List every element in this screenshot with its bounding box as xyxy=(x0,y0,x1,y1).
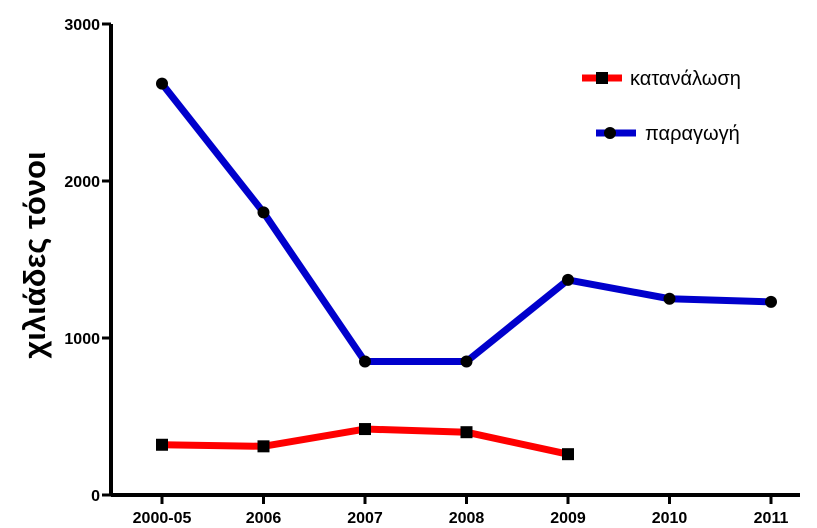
data-point xyxy=(257,206,270,219)
legend-marker xyxy=(604,127,616,139)
data-point xyxy=(460,426,473,439)
x-tick-label: 2008 xyxy=(449,510,485,527)
legend: κατανάλωση παραγωγή xyxy=(582,68,741,145)
data-point xyxy=(359,423,371,436)
data-point xyxy=(765,295,777,308)
legend-label: κατανάλωση xyxy=(630,68,741,90)
x-ticks: 2000-05 2006 2007 2008 2009 2010 2011 xyxy=(133,495,789,527)
legend-marker xyxy=(596,72,608,84)
y-tick-label: 3000 xyxy=(64,17,100,34)
series-2 xyxy=(156,77,777,368)
series xyxy=(156,77,777,461)
data-point xyxy=(663,292,676,305)
series-1 xyxy=(156,423,574,461)
y-ticks: 0 1000 2000 3000 xyxy=(64,17,111,505)
y-axis-label: χιλιάδες τόνοι xyxy=(17,151,52,358)
x-tick-label: 2000-05 xyxy=(133,510,192,527)
legend-item: παραγωγή xyxy=(596,123,740,145)
data-point xyxy=(460,355,473,368)
legend-label: παραγωγή xyxy=(645,123,740,145)
y-tick-label: 0 xyxy=(91,488,100,505)
data-point xyxy=(562,273,574,286)
data-point xyxy=(562,448,574,461)
x-tick-label: 2010 xyxy=(652,510,688,527)
x-tick-label: 2007 xyxy=(347,510,383,527)
y-tick-label: 1000 xyxy=(64,331,100,348)
data-point xyxy=(257,440,270,453)
x-tick-label: 2011 xyxy=(754,510,789,527)
y-tick-label: 2000 xyxy=(64,174,100,191)
axes xyxy=(109,24,800,497)
legend-item: κατανάλωση xyxy=(582,68,741,90)
data-point xyxy=(359,355,371,368)
x-tick-label: 2009 xyxy=(550,510,586,527)
data-point xyxy=(156,77,168,90)
x-tick-label: 2006 xyxy=(246,510,282,527)
data-point xyxy=(156,438,168,451)
